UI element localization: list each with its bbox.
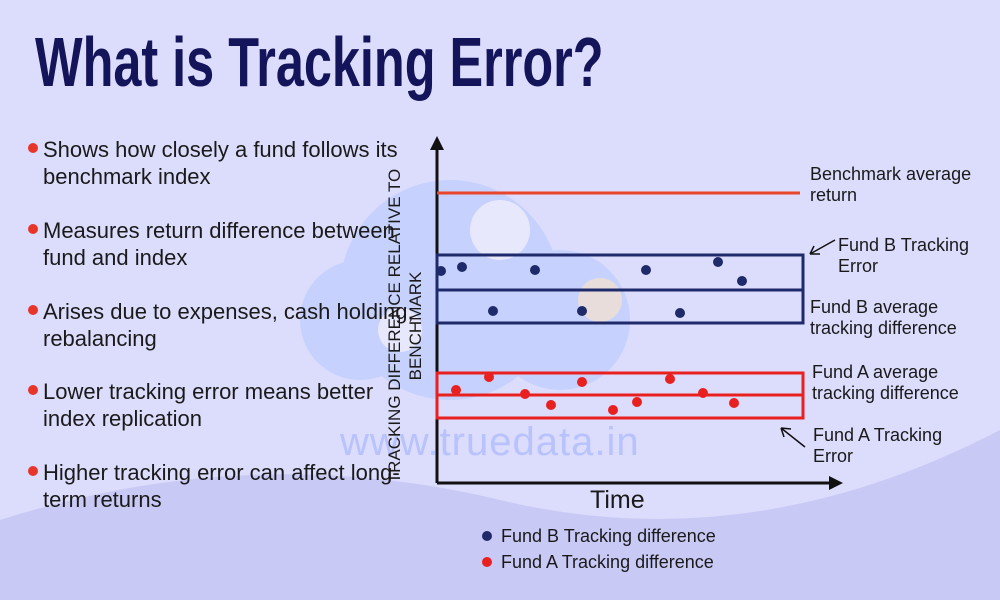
bullet: Measures return difference between fund …: [43, 218, 395, 270]
legend-label: Fund A Tracking difference: [501, 552, 714, 572]
annotation: Fund A Tracking Error: [813, 425, 943, 466]
fund-b-band: [435, 253, 805, 325]
annotation: Fund B average tracking difference: [810, 297, 957, 338]
annotation: Fund A average tracking difference: [812, 362, 959, 403]
legend-dot: [482, 557, 492, 567]
annotation-arrows: [780, 239, 836, 448]
bullet: Shows how closely a fund follows its ben…: [43, 137, 398, 189]
background-wave: [0, 430, 1000, 600]
bullet-dots: [28, 143, 38, 476]
bullet: Lower tracking error means better index …: [43, 379, 374, 431]
legend-label: Fund B Tracking difference: [501, 526, 716, 546]
axes: [430, 136, 843, 490]
x-axis-label: Time: [590, 486, 645, 514]
watermark: www.truedata.in: [340, 420, 640, 464]
annotation: Fund B Tracking Error: [838, 235, 970, 276]
bullet: Higher tracking error can affect long-te…: [43, 460, 400, 512]
bullet: Arises due to expenses, cash holding, re…: [43, 299, 414, 351]
fund-a-dots: [451, 372, 739, 415]
fund-b-dots: [436, 257, 747, 318]
title: What is Tracking Error?: [35, 23, 604, 101]
annotation: Benchmark average return: [810, 164, 972, 205]
y-axis-label: TRACKING DIFFERENCE RELATIVE TO BENCHMAR…: [385, 168, 425, 484]
legend-dot: [482, 531, 492, 541]
fund-a-band: [435, 371, 805, 420]
